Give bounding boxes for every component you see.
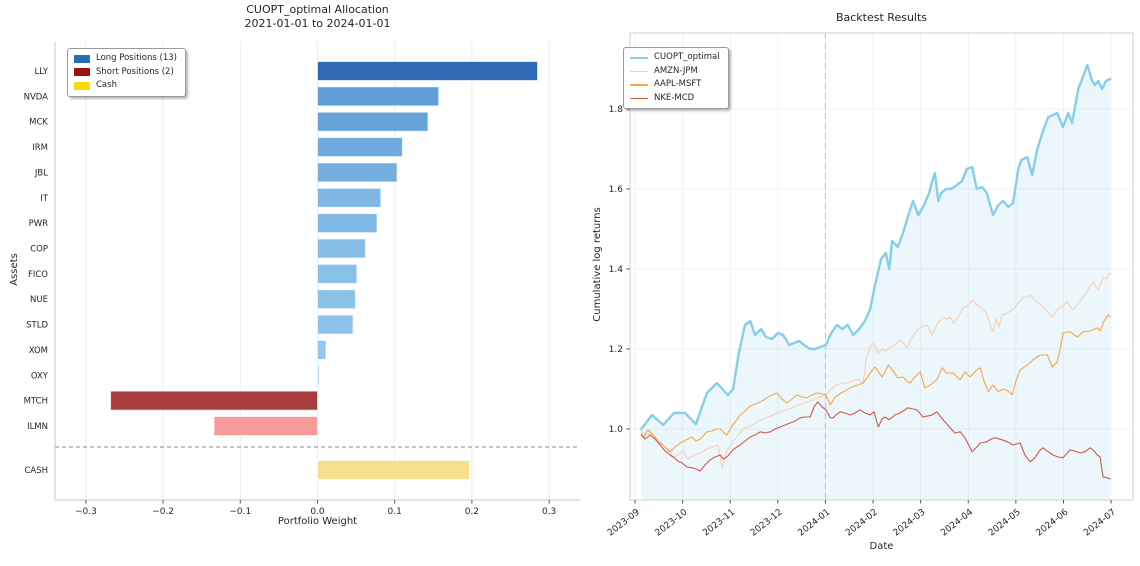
legend-line-swatch-icon	[630, 84, 648, 86]
xtick-label: 2023-11	[701, 507, 737, 538]
ytick-label-MTCH: MTCH	[24, 397, 48, 407]
bar-PWR	[317, 213, 378, 234]
bar-IT	[317, 187, 382, 208]
ytick-label-IT: IT	[40, 194, 49, 204]
xtick-label: −0.2	[152, 507, 174, 517]
legend-label: AAPL-MSFT	[654, 79, 702, 90]
xtick-label: 0.2	[465, 507, 479, 517]
xtick-label: 0.0	[310, 507, 325, 517]
legend-label: NKE-MCD	[654, 92, 695, 103]
xtick-label: 2024-04	[939, 507, 975, 538]
right-xlabel: Date	[869, 541, 894, 552]
left-chart-title: CUOPT_optimal Allocation 2021-01-01 to 2…	[244, 3, 391, 30]
legend-item: Short Positions (2)	[74, 66, 177, 80]
ytick-label-JBL: JBL	[34, 168, 48, 178]
bar-MCK	[317, 111, 429, 132]
bar-XOM	[317, 339, 327, 360]
legend-label: Long Positions (13)	[96, 53, 177, 63]
xtick-label: 2023-10	[654, 507, 690, 538]
ytick-label-STLD: STLD	[26, 321, 48, 331]
legend-item: AMZN-JPM	[630, 65, 720, 79]
ytick-label: 1.0	[609, 425, 624, 435]
ytick-label-COP: COP	[30, 244, 48, 254]
xtick-label: 2023-09	[606, 507, 642, 538]
bar-JBL	[317, 162, 398, 183]
xtick-label: −0.3	[75, 507, 97, 517]
xtick-label: 2024-03	[892, 507, 928, 538]
legend-swatch-icon	[74, 68, 90, 77]
series-line-AAPL-MSFT	[640, 314, 1111, 453]
left-xlabel: Portfolio Weight	[277, 516, 358, 527]
bar-ILMN	[213, 415, 318, 436]
series-line-NKE-MCD	[640, 401, 1111, 480]
legend-line-swatch-icon	[630, 97, 648, 100]
ytick-label-OXY: OXY	[31, 371, 49, 381]
ytick-label: 1.4	[609, 265, 624, 275]
legend-swatch-icon	[74, 54, 90, 63]
bar-COP	[317, 238, 366, 259]
bar-CASH	[317, 460, 471, 480]
ytick-label-XOM: XOM	[29, 346, 48, 356]
legend-item: NKE-MCD	[630, 92, 720, 106]
legend-label: Cash	[96, 80, 117, 91]
bar-FICO	[317, 263, 358, 284]
right-chart-title: Backtest Results	[835, 11, 928, 24]
bar-IRM	[317, 137, 403, 158]
ytick-label-FICO: FICO	[28, 270, 48, 280]
left-legend: Long Positions (13) Short Positions (2) Ca…	[67, 48, 186, 97]
ytick-label-ILMN: ILMN	[27, 422, 48, 432]
xtick-label: 2024-07	[1082, 507, 1118, 538]
bar-NUE	[317, 289, 356, 310]
xtick-label: −0.1	[229, 507, 251, 517]
ytick-label: 1.8	[609, 105, 624, 115]
xtick-label: 0.1	[388, 507, 402, 517]
ytick-label-MCK: MCK	[29, 118, 48, 128]
xtick-label: 2024-02	[844, 507, 880, 538]
ytick-label-IRM: IRM	[32, 143, 48, 153]
left-ylabel: Assets	[9, 253, 20, 286]
legend-label: AMZN-JPM	[654, 65, 698, 76]
legend-item: Cash	[74, 79, 177, 93]
bar-MTCH	[110, 390, 318, 411]
legend-item: CUOPT_optimal	[630, 51, 720, 65]
legend-line-swatch-icon	[630, 56, 648, 59]
ytick-label-PWR: PWR	[29, 219, 49, 229]
plot-border	[629, 32, 1134, 501]
xtick-label: 2024-05	[987, 507, 1023, 538]
series-line-CUOPT_optimal	[640, 63, 1112, 431]
right-legend: CUOPT_optimal AMZN-JPM AAPL-MSFT NKE-MCD	[623, 47, 729, 110]
xtick-label: 2023-12	[749, 507, 785, 538]
bar-OXY	[317, 365, 320, 386]
legend-line-swatch-icon	[630, 70, 648, 73]
legend-label: Short Positions (2)	[96, 66, 174, 77]
ytick-label: 1.6	[609, 185, 624, 195]
bar-STLD	[317, 314, 354, 335]
ytick-label-LLY: LLY	[34, 67, 48, 77]
ytick-label: 1.2	[609, 345, 623, 355]
series-line-AMZN-JPM	[640, 272, 1111, 470]
legend-label: CUOPT_optimal	[654, 52, 720, 62]
ytick-label-CASH: CASH	[24, 466, 48, 476]
xtick-label: 2024-06	[1035, 507, 1071, 538]
ytick-label-NVDA: NVDA	[24, 92, 49, 102]
ytick-label-NUE: NUE	[30, 295, 48, 305]
bar-NVDA	[317, 86, 440, 107]
right-ylabel: Cumulative log returns	[592, 207, 603, 322]
legend-item: Long Positions (13)	[74, 52, 177, 66]
xtick-label: 0.3	[542, 507, 556, 517]
xtick-label: 2024-01	[796, 507, 832, 538]
bar-LLY	[317, 61, 539, 81]
legend-swatch-icon	[74, 81, 90, 90]
legend-item: AAPL-MSFT	[630, 78, 720, 92]
